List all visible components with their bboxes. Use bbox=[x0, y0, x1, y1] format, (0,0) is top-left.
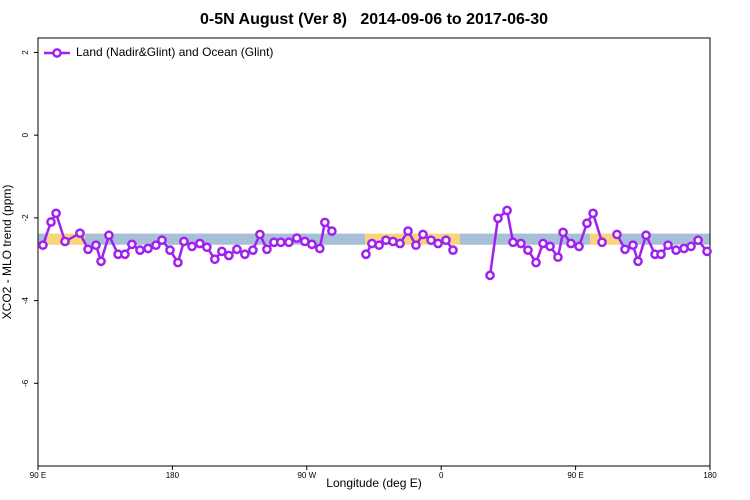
point bbox=[508, 237, 518, 248]
point bbox=[441, 235, 451, 246]
point bbox=[179, 236, 189, 247]
point bbox=[395, 238, 405, 249]
point bbox=[633, 256, 643, 267]
y-tick-label: -2 bbox=[21, 214, 30, 222]
x-tick-label: 90 E bbox=[567, 471, 583, 480]
point bbox=[291, 233, 302, 243]
point bbox=[558, 227, 568, 238]
point bbox=[202, 242, 212, 253]
point bbox=[232, 244, 242, 255]
legend-label: Land (Nadir&Glint) and Ocean (Glint) bbox=[76, 45, 273, 59]
point bbox=[545, 241, 555, 252]
point bbox=[612, 229, 622, 240]
point bbox=[320, 217, 330, 228]
point bbox=[620, 244, 630, 255]
point bbox=[403, 226, 413, 236]
point bbox=[686, 241, 696, 252]
point bbox=[173, 257, 183, 268]
y-tick-label: -6 bbox=[21, 379, 30, 387]
point bbox=[448, 245, 458, 255]
point bbox=[262, 244, 272, 255]
point bbox=[374, 240, 384, 251]
point bbox=[284, 237, 294, 248]
band bbox=[85, 233, 366, 245]
y-tick-label: 0 bbox=[21, 132, 30, 137]
point bbox=[582, 218, 592, 229]
point bbox=[418, 229, 428, 240]
y-tick-label: -4 bbox=[21, 296, 30, 304]
point bbox=[104, 230, 114, 241]
point bbox=[135, 245, 145, 255]
point bbox=[195, 238, 205, 249]
point bbox=[38, 240, 48, 251]
point bbox=[656, 249, 666, 260]
point bbox=[165, 245, 175, 255]
point bbox=[693, 235, 703, 246]
point bbox=[411, 240, 421, 251]
band bbox=[460, 233, 590, 245]
point bbox=[671, 245, 681, 255]
band bbox=[38, 233, 47, 245]
point bbox=[75, 228, 85, 239]
point bbox=[314, 243, 325, 254]
point bbox=[151, 240, 161, 251]
point bbox=[531, 257, 541, 268]
y-tick-label: 2 bbox=[21, 50, 30, 55]
point bbox=[91, 240, 101, 251]
point bbox=[83, 244, 93, 255]
point bbox=[248, 245, 258, 255]
y-axis-label: XCO2 - MLO trend (ppm) bbox=[0, 185, 14, 320]
x-tick-label: 180 bbox=[703, 471, 717, 480]
band bbox=[619, 233, 710, 245]
point bbox=[157, 235, 167, 246]
point bbox=[239, 249, 250, 260]
point bbox=[523, 245, 533, 255]
point bbox=[46, 217, 56, 227]
point bbox=[502, 205, 512, 216]
point bbox=[96, 256, 106, 267]
point bbox=[516, 238, 526, 249]
point bbox=[663, 240, 673, 251]
point bbox=[209, 254, 220, 265]
point bbox=[588, 208, 598, 219]
point bbox=[187, 241, 197, 252]
point bbox=[433, 238, 443, 249]
point bbox=[485, 270, 495, 281]
point bbox=[275, 237, 286, 248]
x-tick-label: 0 bbox=[439, 471, 444, 480]
point bbox=[255, 229, 265, 240]
point bbox=[702, 246, 712, 257]
point bbox=[493, 213, 503, 224]
x-tick-label: 180 bbox=[166, 471, 180, 480]
point bbox=[553, 252, 563, 263]
point bbox=[216, 246, 227, 257]
point bbox=[307, 239, 317, 250]
point bbox=[223, 250, 234, 261]
x-axis-label: Longitude (deg E) bbox=[326, 476, 421, 490]
point bbox=[641, 230, 651, 241]
point bbox=[120, 249, 130, 260]
point bbox=[574, 241, 584, 252]
point bbox=[51, 208, 61, 219]
point bbox=[361, 249, 371, 260]
point bbox=[143, 243, 153, 254]
x-tick-label: 90 W bbox=[297, 471, 316, 480]
point bbox=[566, 238, 576, 249]
point bbox=[597, 237, 607, 248]
chart-title: 0-5N August (Ver 8) 2014-09-06 to 2017-0… bbox=[200, 11, 548, 28]
x-tick-label: 90 E bbox=[30, 471, 46, 480]
point bbox=[628, 240, 638, 251]
point bbox=[327, 226, 337, 236]
legend-marker bbox=[52, 48, 62, 58]
point bbox=[127, 239, 137, 250]
point bbox=[60, 236, 70, 247]
